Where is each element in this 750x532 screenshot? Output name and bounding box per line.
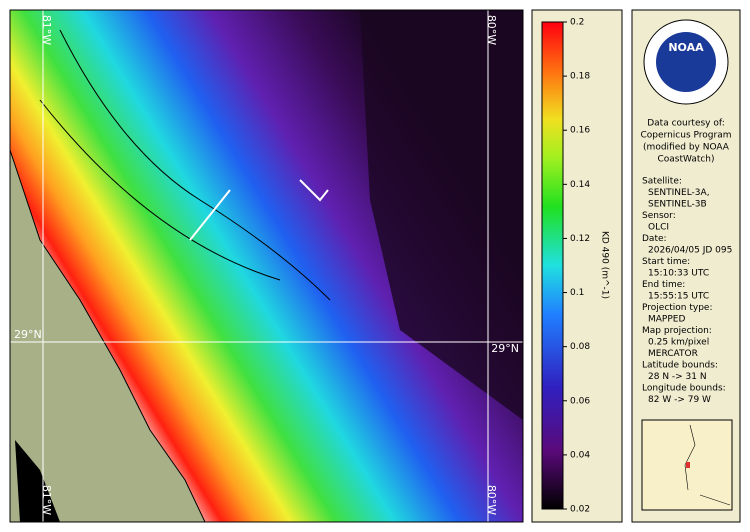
info-label: Map projection: (642, 326, 712, 336)
info-label: Date: (642, 234, 667, 244)
bathymetry-contour (39, 29, 331, 301)
credit-line: (modified by NOAA (643, 143, 730, 153)
lagoon (15, 440, 60, 522)
credit-line: Data courtesy of: (647, 119, 725, 129)
info-value: OLCI (648, 223, 669, 233)
tick-label: 0.18 (570, 72, 590, 82)
info-value: 15:10:33 UTC (648, 269, 709, 279)
tick-label: 0.12 (570, 234, 590, 244)
info-label: End time: (642, 280, 685, 290)
lat-label: 29°N (491, 342, 519, 355)
info-label: Sensor: (642, 211, 676, 221)
info-value: 15:55:15 UTC (648, 292, 709, 302)
locator-coast (684, 424, 731, 506)
info-value: 2026/04/05 JD 095 (648, 246, 732, 256)
info-value: SENTINEL-3B (648, 200, 707, 210)
lon-label: 80°W (485, 15, 498, 45)
info-value: MAPPED (648, 315, 685, 325)
info-value: 82 W -> 79 W (648, 395, 711, 405)
locator-box (686, 462, 690, 468)
colorbar-label: KD 490 (m^-1) (600, 231, 610, 299)
tick-label: 0.2 (570, 18, 584, 28)
info-label: Longitude bounds: (642, 384, 726, 394)
tick-label: 0.14 (570, 180, 590, 190)
tick-label: 0.02 (570, 505, 590, 515)
info-label: Projection type: (642, 303, 713, 313)
credit-line: CoastWatch) (657, 155, 714, 165)
map-panel: 81°W 80°W 81°W 80°W 29°N 29°N (9, 9, 524, 523)
tick-label: 0.1 (570, 288, 584, 298)
lon-label: 81°W (40, 15, 53, 45)
info-label: Satellite: (642, 177, 682, 187)
credit-line: Copernicus Program (641, 131, 732, 141)
noaa-logo-inner (656, 32, 716, 92)
tick-label: 0.08 (570, 342, 590, 352)
tick-label: 0.16 (570, 126, 590, 136)
lat-label: 29°N (14, 328, 42, 341)
tick-label: 0.04 (570, 450, 590, 460)
cloud-mask (360, 10, 523, 420)
info-value: MERCATOR (648, 349, 698, 359)
lon-label: 81°W (40, 485, 53, 515)
colorbar (541, 21, 564, 510)
feature-outline (189, 179, 329, 241)
info-panel: NOAA Data courtesy of: Copernicus Program… (631, 9, 741, 523)
info-value: 28 N -> 31 N (648, 372, 707, 382)
info-label: Latitude bounds: (642, 361, 718, 371)
logo-text: NOAA (668, 41, 704, 54)
map-frame (9, 9, 524, 523)
colorbar-panel: KD 490 (m^-1) 0.02 0.04 0.06 0.08 0.1 0.12 0.1… (531, 9, 623, 523)
lon-label: 80°W (485, 485, 498, 515)
info-value: SENTINEL-3A, (648, 188, 710, 198)
info-label: Start time: (642, 257, 690, 267)
tick-label: 0.06 (570, 396, 590, 406)
info-value: 0.25 km/pixel (648, 338, 709, 348)
